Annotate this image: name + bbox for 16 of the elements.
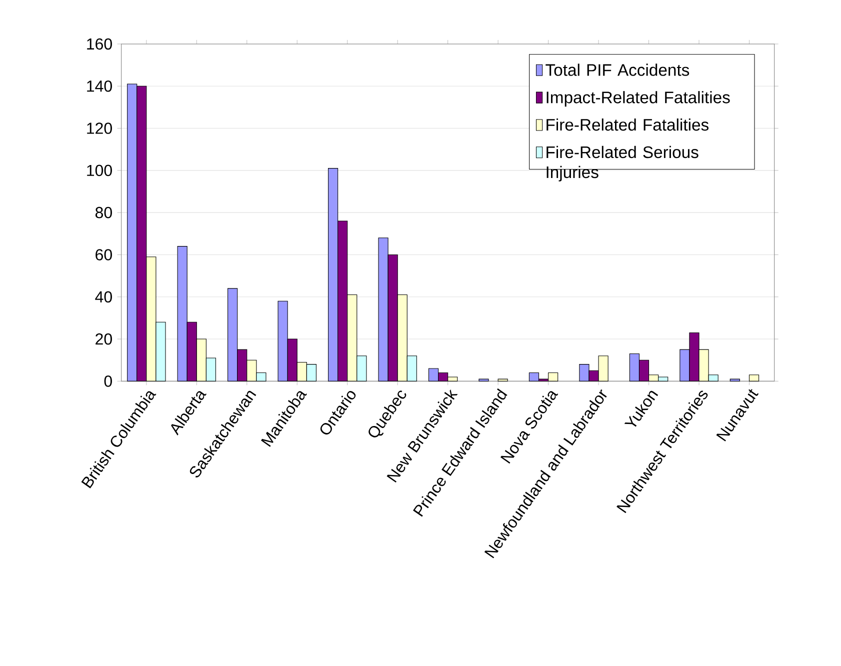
y-tick-label: 120 (87, 122, 112, 134)
y-tick-label: 20 (96, 333, 112, 344)
y-tick-label: 140 (87, 80, 112, 92)
bar (478, 378, 489, 382)
y-tick-label: 100 (87, 164, 112, 176)
legend-label: Fire-Related Fatalities (546, 118, 709, 131)
y-tick-label: 160 (87, 38, 112, 50)
y-tick-label: 80 (95, 206, 112, 218)
y-tick-label: 60 (96, 248, 112, 260)
bar (730, 378, 740, 382)
bar (748, 374, 760, 382)
bar (498, 378, 508, 382)
legend-label: Impact-Related Fatalities (546, 90, 730, 106)
y-tick-label: 40 (95, 291, 112, 302)
y-tick-label: 0 (104, 375, 112, 387)
legend-label: Total PIF Accidents (546, 63, 690, 76)
